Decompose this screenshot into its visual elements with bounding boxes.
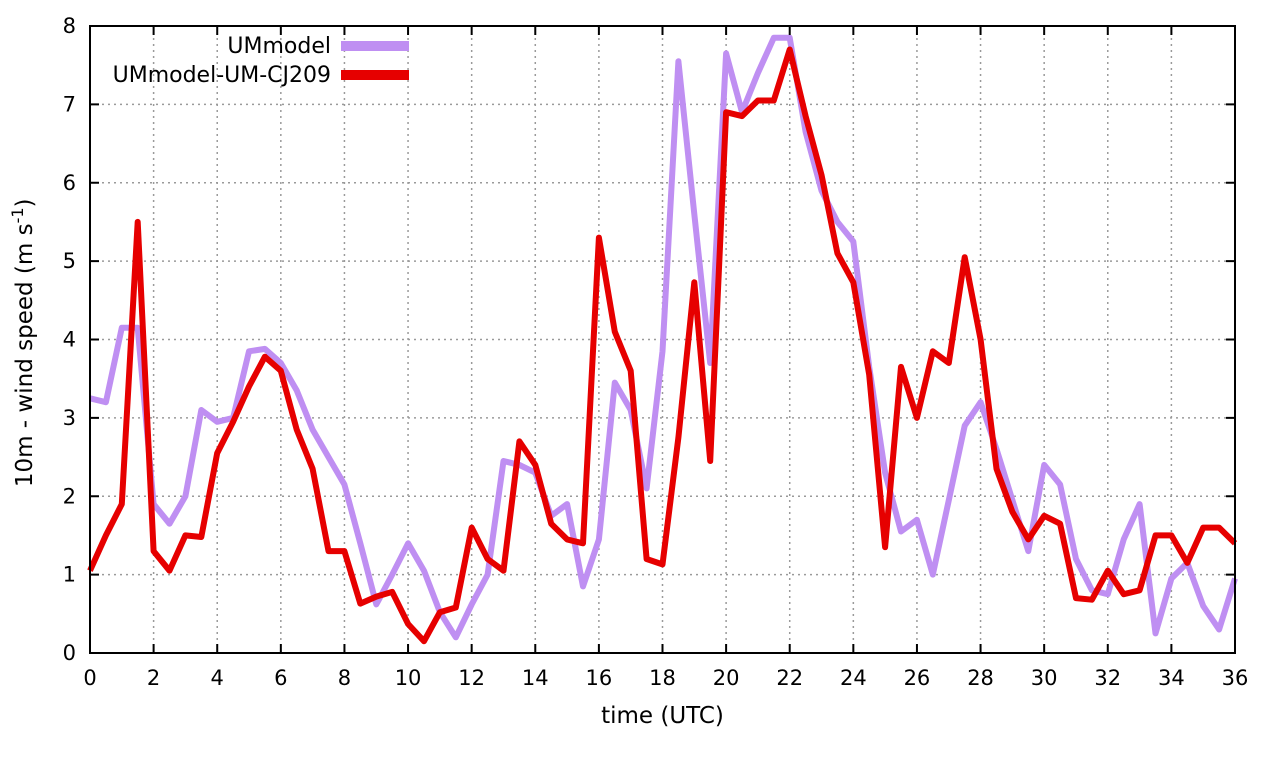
x-tick-label: 16 — [586, 666, 613, 690]
y-tick-label: 6 — [63, 171, 76, 195]
legend: UMmodel UMmodel-UM-CJ209 — [0, 33, 409, 88]
y-tick-label: 1 — [63, 563, 76, 587]
legend-label-ummodel-um-cj209: UMmodel-UM-CJ209 — [112, 62, 331, 88]
legend-entry-ummodel-um-cj209: UMmodel-UM-CJ209 — [113, 62, 409, 88]
x-tick-label: 24 — [840, 666, 867, 690]
x-tick-label: 10 — [395, 666, 422, 690]
legend-swatch-ummodel — [341, 41, 409, 51]
legend-entry-ummodel: UMmodel — [227, 33, 409, 59]
x-tick-label: 26 — [904, 666, 931, 690]
tick-labels: 0 2 4 6 8 10 12 14 16 18 20 22 24 26 28 30 32 34 360123456… — [63, 14, 1249, 690]
x-tick-label: 30 — [1031, 666, 1058, 690]
y-tick-label: 8 — [63, 14, 76, 38]
x-tick-label: 20 — [713, 666, 740, 690]
series-lines — [87, 34, 1238, 645]
x-tick-label: 28 — [967, 666, 994, 690]
x-tick-label: 18 — [649, 666, 676, 690]
x-tick-label: 36 — [1222, 666, 1249, 690]
y-tick-label: 0 — [63, 641, 76, 665]
y-axis-title: 10m - wind speed (m s-1) — [8, 198, 38, 488]
x-tick-label: 4 — [211, 666, 224, 690]
legend-label-ummodel: UMmodel — [227, 33, 331, 59]
x-tick-label: 14 — [522, 666, 549, 690]
y-tick-label: 4 — [63, 328, 76, 352]
x-tick-label: 32 — [1094, 666, 1121, 690]
x-axis-title: time (UTC) — [601, 703, 724, 729]
y-tick-label: 7 — [63, 92, 76, 116]
x-tick-label: 0 — [83, 666, 96, 690]
x-tick-label: 8 — [338, 666, 351, 690]
legend-swatch-ummodel-um-cj209 — [341, 70, 409, 80]
x-tick-label: 12 — [458, 666, 485, 690]
y-tick-label: 2 — [63, 484, 76, 508]
series-line-1 — [87, 46, 1238, 645]
x-tick-label: 22 — [776, 666, 803, 690]
x-tick-label: 6 — [274, 666, 287, 690]
x-tick-label: 2 — [147, 666, 160, 690]
x-tick-label: 34 — [1158, 666, 1185, 690]
y-tick-label: 5 — [63, 249, 76, 273]
axes — [89, 25, 1236, 654]
series-line-0 — [89, 34, 1238, 641]
y-tick-label: 3 — [63, 406, 76, 430]
